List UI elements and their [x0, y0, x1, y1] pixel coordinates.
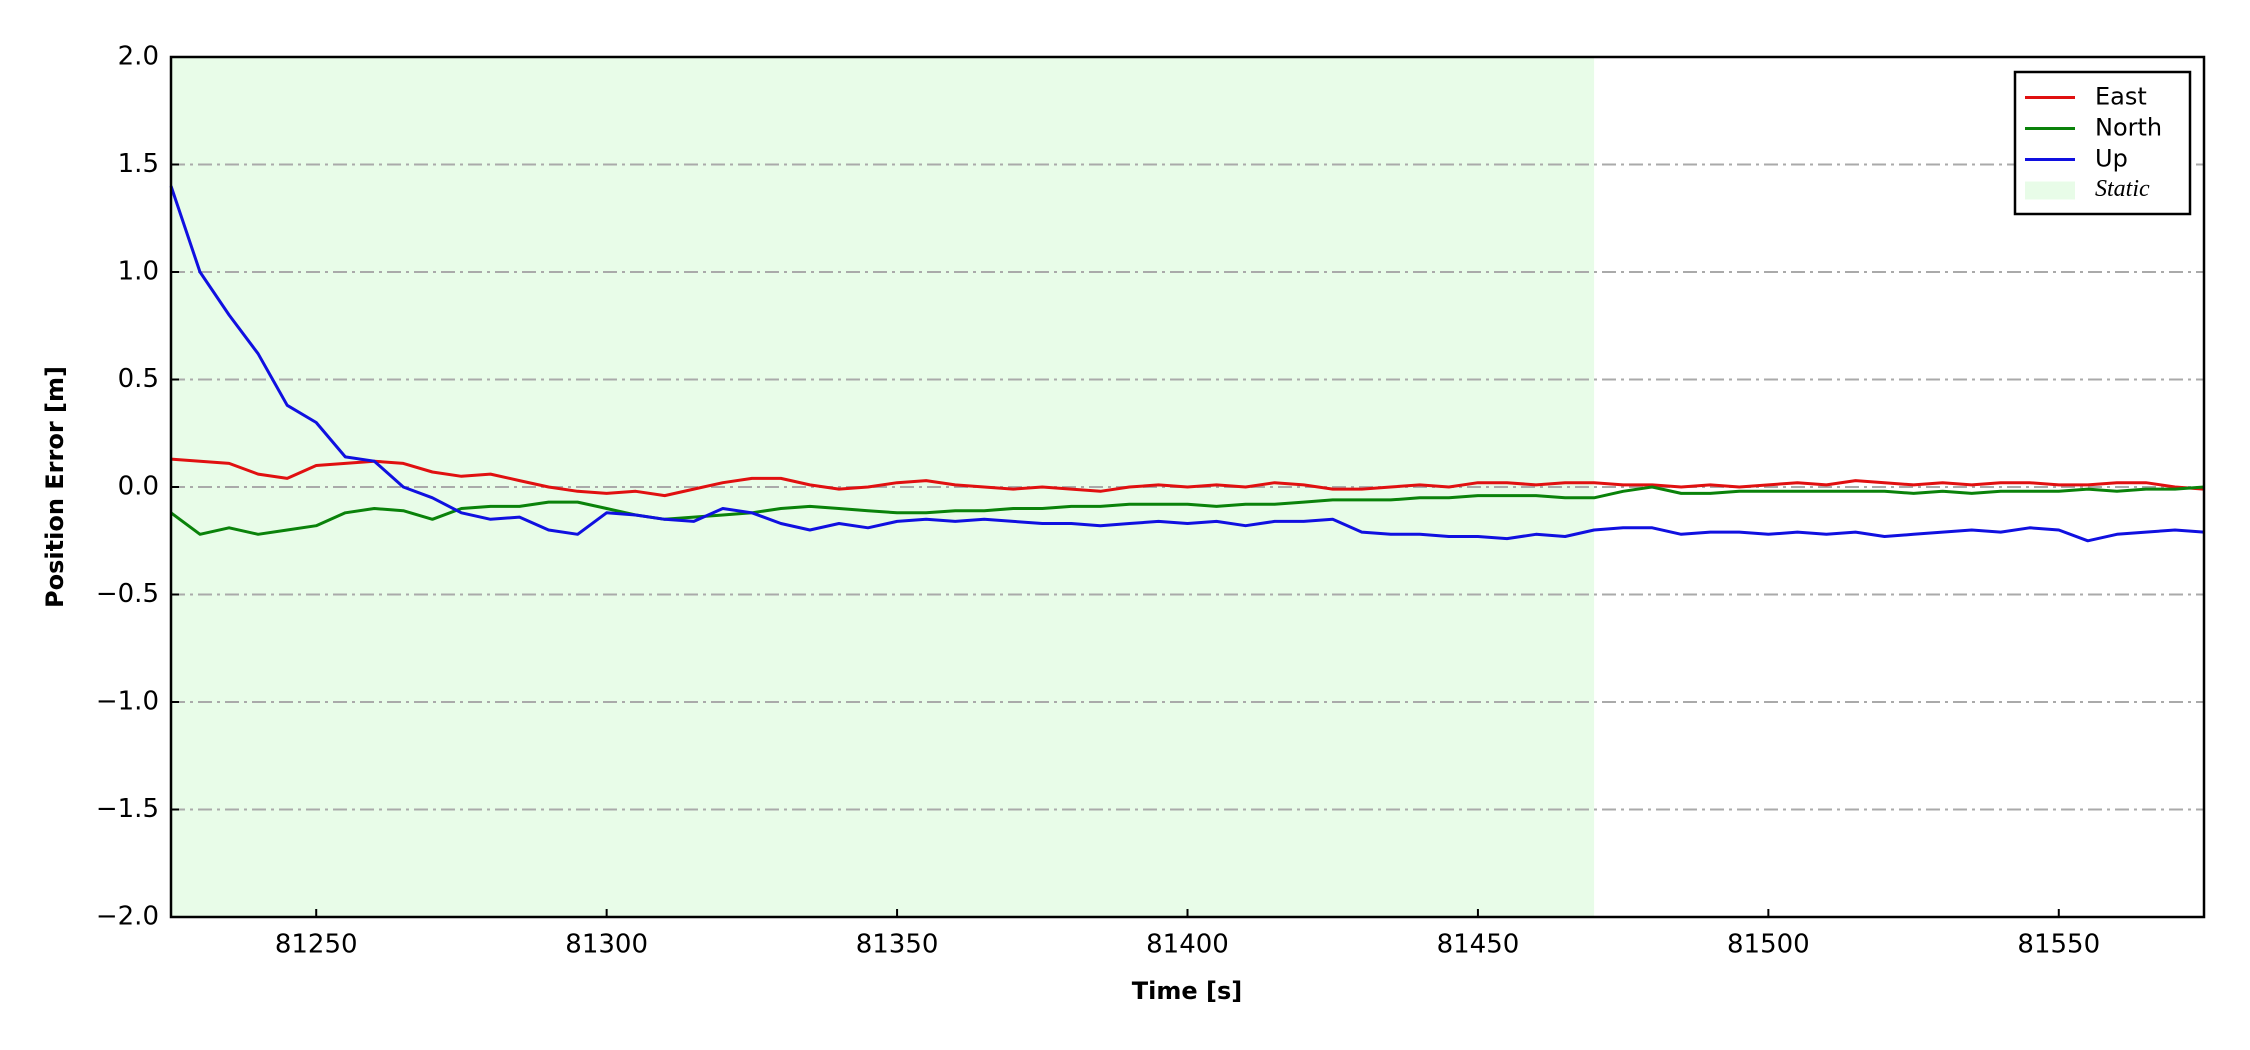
y-tick-label: −2.0: [96, 902, 159, 932]
legend-swatch: [2025, 181, 2075, 200]
x-tick-label: 81500: [1727, 930, 1810, 960]
x-tick-label: 81250: [275, 930, 358, 960]
series-line: [170, 485, 2205, 536]
legend-label: East: [2095, 83, 2147, 111]
legend-label: Static: [2095, 176, 2150, 202]
x-axis-title: Time [s]: [1132, 977, 1242, 1005]
y-tick-label: −1.0: [96, 687, 159, 717]
y-tick-label: 1.0: [118, 257, 159, 287]
x-tick-label: 81300: [565, 930, 648, 960]
series-line: [169, 185, 2205, 543]
y-tick-label: 0.0: [118, 472, 159, 502]
y-axis-title: Position Error [m]: [41, 366, 69, 608]
x-tick-label: 81350: [856, 930, 939, 960]
y-tick-label: −0.5: [96, 579, 159, 609]
legend-label: Up: [2095, 145, 2128, 173]
y-tick-label: −1.5: [96, 794, 159, 824]
x-tick-label: 81400: [1146, 930, 1229, 960]
x-tick-label: 81550: [2017, 930, 2100, 960]
plot-frame: [169, 55, 2206, 919]
legend-label: North: [2095, 114, 2162, 142]
x-tick-label: 81450: [1437, 930, 1520, 960]
y-tick-label: 1.5: [118, 149, 159, 179]
series-line: [170, 457, 2205, 498]
y-tick-label: 0.5: [118, 364, 159, 394]
y-tick-label: 2.0: [118, 42, 159, 72]
